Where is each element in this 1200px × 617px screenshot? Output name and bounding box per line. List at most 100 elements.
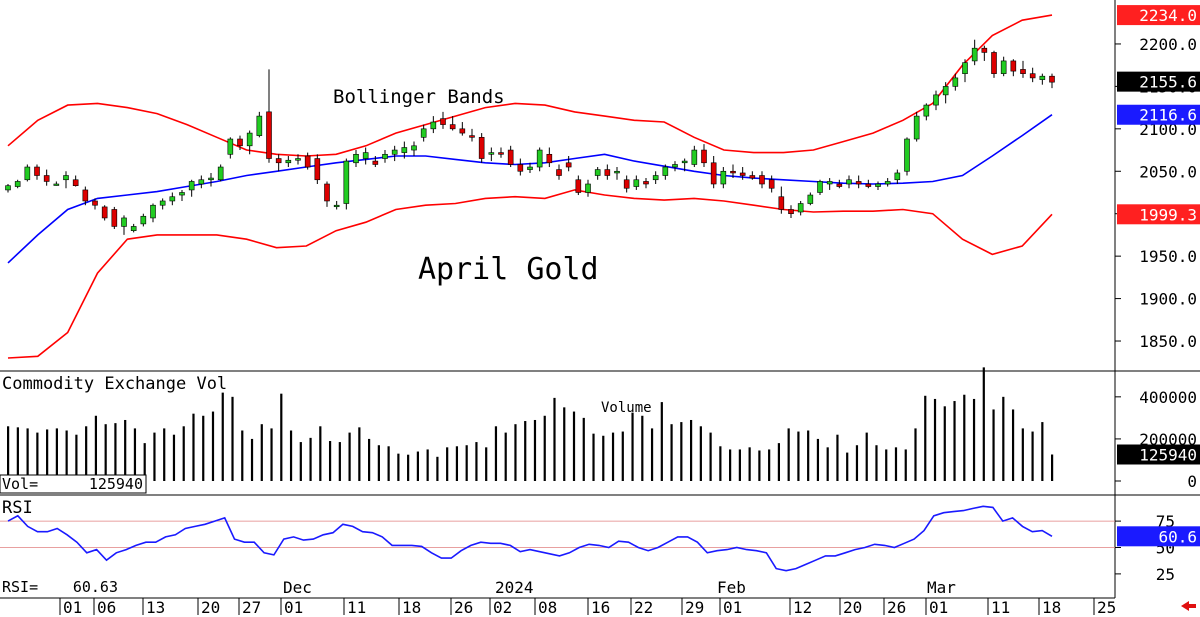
candle-body (449, 124, 456, 130)
volume-bar (865, 432, 868, 481)
candle-body (546, 153, 553, 164)
candle-body (575, 179, 582, 193)
candle-body (285, 159, 292, 164)
candle-body (53, 183, 60, 186)
x-axis-day-label: 01 (929, 598, 948, 617)
x-axis-day-label: 18 (402, 598, 421, 617)
x-axis-day-label: 26 (887, 598, 906, 617)
volume-bar (836, 434, 839, 481)
candle-body (304, 155, 311, 168)
x-axis-day-label: 01 (284, 598, 303, 617)
volume-bar (592, 433, 595, 481)
volume-value-tag-label: 125940 (1139, 446, 1197, 465)
rsi-series-line (7, 505, 1053, 572)
volume-bar (650, 428, 654, 481)
candle-body (34, 166, 40, 176)
volume-bar (338, 442, 341, 481)
volume-bar (777, 443, 781, 481)
volume-bar (504, 432, 507, 481)
volume-bar (1011, 409, 1015, 481)
price-candles (5, 39, 1055, 235)
volume-bar (709, 432, 712, 481)
candle-body (63, 175, 69, 181)
x-axis-month-label: 2024 (495, 578, 534, 597)
volume-bar (75, 434, 78, 481)
volume-bar (768, 449, 771, 481)
candle-body (730, 170, 736, 174)
candle-body (324, 183, 330, 202)
bollinger-bands (7, 14, 1053, 359)
volume-bar (397, 453, 400, 481)
candle-body (111, 209, 118, 227)
price-axis: 2200.02150.02100.02050.02000.01950.01900… (1115, 5, 1200, 351)
volume-bar (260, 424, 263, 481)
volume-bar (358, 427, 361, 481)
volume-readout-box (0, 474, 147, 494)
x-axis-day-label: 26 (454, 598, 473, 617)
volume-bar (46, 429, 49, 481)
volume-bar (855, 445, 859, 481)
candle-body (82, 189, 89, 202)
candle-body (333, 204, 340, 208)
price-value-tag-label: 2116.6 (1139, 106, 1197, 125)
x-axis-day-label: 18 (1042, 598, 1061, 617)
candle-body (991, 52, 997, 74)
volume-bar (280, 393, 283, 481)
candle-body (768, 179, 775, 189)
volume-bar (572, 411, 576, 481)
volume-bar (914, 428, 917, 481)
candle-body (72, 179, 79, 186)
volume-bar (65, 430, 68, 481)
volume-bar (26, 428, 29, 481)
volume-bar (514, 424, 517, 481)
x-axis-month-label: Feb (717, 578, 746, 597)
volume-bar (826, 447, 829, 481)
volume-bar (163, 428, 166, 481)
candle-body (121, 217, 127, 227)
candle-body (971, 47, 978, 62)
volume-bar (309, 437, 312, 481)
volume-bar (807, 430, 810, 481)
lower-bollinger-band (7, 189, 1053, 359)
volume-bar (972, 398, 976, 481)
candle-body (440, 118, 446, 125)
volume-bar (543, 415, 546, 481)
candle-body (256, 115, 263, 136)
volume-bar (846, 452, 849, 481)
candle-body (749, 175, 756, 179)
candle-body (942, 86, 949, 96)
price-axis-tick-label: 2050.0 (1139, 162, 1197, 181)
volume-bar (455, 446, 459, 481)
volume-bar (377, 445, 380, 481)
volume-value-tag (1117, 444, 1200, 465)
x-axis-day-label: 22 (634, 598, 653, 617)
volume-bar (982, 367, 985, 481)
volume-bar (85, 426, 88, 481)
volume-bar (602, 435, 605, 481)
price-value-tag-label: 2155.6 (1139, 73, 1197, 92)
candle-body (1029, 73, 1036, 79)
candle-body (691, 149, 698, 165)
volume-bar (319, 426, 322, 481)
candle-body (353, 153, 359, 164)
volume-bar (621, 431, 624, 481)
x-axis-day-label: 29 (685, 598, 704, 617)
volume-bar (953, 401, 956, 481)
candle-body (681, 160, 688, 164)
rsi-readout-value: 60.63 (73, 578, 118, 596)
candle-body (739, 172, 746, 176)
volume-bar (689, 419, 693, 481)
volume-bar (211, 411, 215, 481)
candle-body (101, 206, 108, 219)
x-axis-month-label: Dec (283, 578, 312, 597)
candle-body (430, 121, 437, 130)
volume-bar (904, 449, 907, 481)
volume-bar (963, 394, 966, 481)
volume-bar (943, 406, 946, 481)
volume-bar (172, 434, 176, 481)
candle-body (1000, 60, 1007, 74)
chart-title: April Gold (418, 252, 599, 287)
scroll-arrow-icon[interactable] (1181, 601, 1196, 611)
candle-body (459, 128, 466, 134)
